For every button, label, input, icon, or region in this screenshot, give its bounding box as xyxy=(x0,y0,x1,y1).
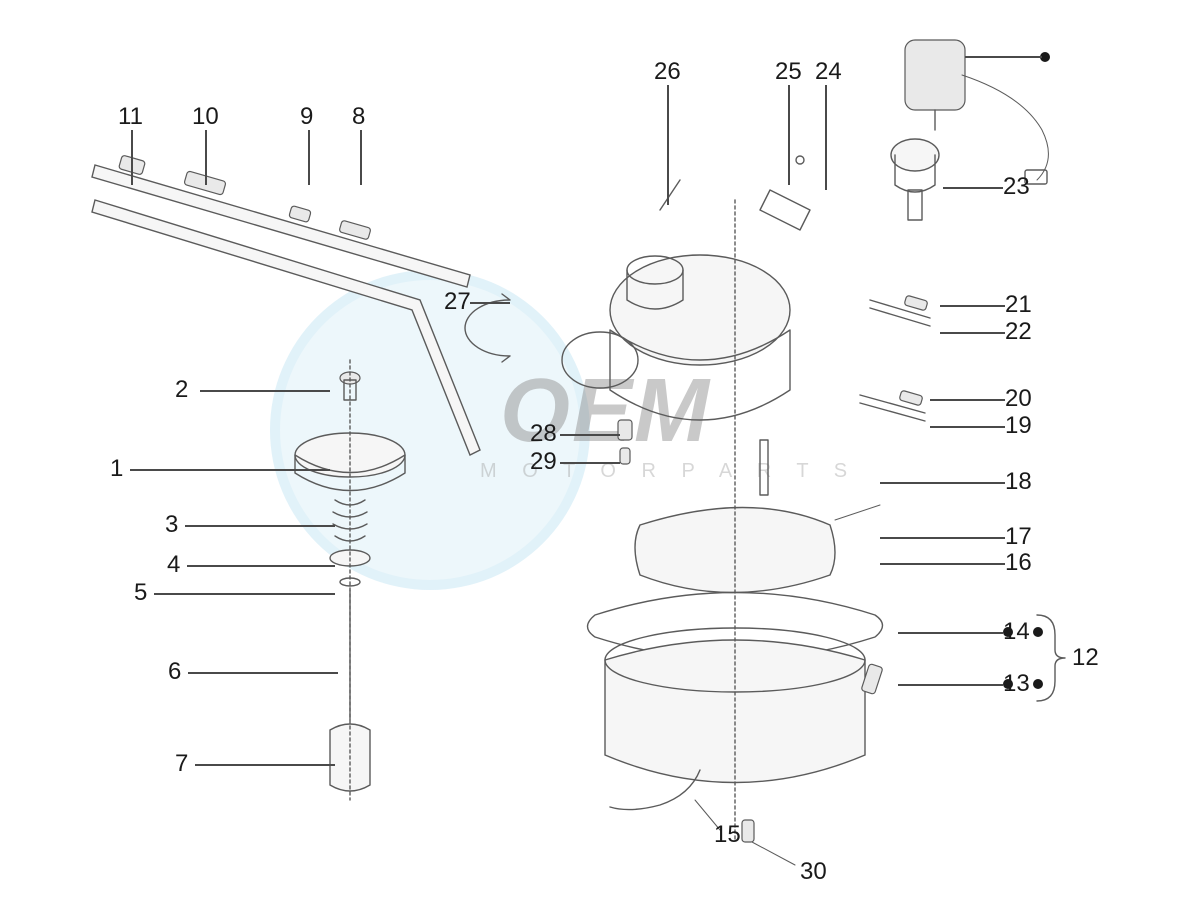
bullet2-14 xyxy=(1033,627,1043,637)
callout-24: 24 xyxy=(815,60,842,84)
leader-1 xyxy=(130,469,330,471)
callout-18: 18 xyxy=(1005,470,1032,494)
callout-29: 29 xyxy=(530,450,557,474)
callout-26: 26 xyxy=(654,60,681,84)
leader-24 xyxy=(825,85,827,190)
leader-26 xyxy=(667,85,669,205)
callout-28: 28 xyxy=(530,422,557,446)
leader-6 xyxy=(188,672,338,674)
leader-18 xyxy=(880,482,1005,484)
leader-23 xyxy=(943,187,1003,189)
callout-16: 16 xyxy=(1005,551,1032,575)
callout-10: 10 xyxy=(192,105,219,129)
leader-11 xyxy=(131,130,133,185)
callout-3: 3 xyxy=(165,513,178,537)
callout-6: 6 xyxy=(168,660,181,684)
callout-22: 22 xyxy=(1005,320,1032,344)
leader-16 xyxy=(880,563,1005,565)
callout-4: 4 xyxy=(167,553,180,577)
leader-29 xyxy=(560,462,620,464)
callout-21: 21 xyxy=(1005,293,1032,317)
leader-20 xyxy=(930,399,1005,401)
callout-19: 19 xyxy=(1005,414,1032,438)
callout-2: 2 xyxy=(175,378,188,402)
leader-10 xyxy=(205,130,207,185)
leader-9 xyxy=(308,130,310,185)
callout-11: 11 xyxy=(118,105,143,129)
callout-15: 15 xyxy=(714,823,741,847)
leader-27 xyxy=(470,302,510,304)
callout-27: 27 xyxy=(444,290,471,314)
callout-23: 23 xyxy=(1003,175,1030,199)
callout-12: 12 xyxy=(1072,646,1099,670)
callout-17: 17 xyxy=(1005,525,1032,549)
leader-19 xyxy=(930,426,1005,428)
callout-7: 7 xyxy=(175,752,188,776)
leader-22 xyxy=(940,332,1005,334)
part-tubes xyxy=(92,155,480,455)
callout-1: 1 xyxy=(110,457,123,481)
bullet2-13 xyxy=(1033,679,1043,689)
callout-8: 8 xyxy=(352,105,365,129)
part-carb-body xyxy=(562,156,930,495)
leader-5 xyxy=(154,593,335,595)
part-clip-27 xyxy=(465,294,510,362)
callout-30: 30 xyxy=(800,860,827,884)
leader-28 xyxy=(560,434,620,436)
bullet-14 xyxy=(1003,627,1013,637)
diagram-stage: OEM M O T O R P A R T S xyxy=(0,0,1199,904)
bullet-13 xyxy=(1003,679,1013,689)
leader-4 xyxy=(187,565,335,567)
part-float xyxy=(635,505,880,593)
leader-21 xyxy=(940,305,1005,307)
callout-20: 20 xyxy=(1005,387,1032,411)
leader-2 xyxy=(200,390,330,392)
leader-7 xyxy=(195,764,335,766)
leader-25 xyxy=(788,85,790,185)
leader-8 xyxy=(360,130,362,185)
leader-3 xyxy=(185,525,335,527)
callout-25: 25 xyxy=(775,60,802,84)
assembly-bullet-leader xyxy=(965,56,1042,58)
leader-13 xyxy=(898,684,1003,686)
callout-9: 9 xyxy=(300,105,313,129)
callout-5: 5 xyxy=(134,581,147,605)
leader-17 xyxy=(880,537,1005,539)
leader-14 xyxy=(898,632,1003,634)
